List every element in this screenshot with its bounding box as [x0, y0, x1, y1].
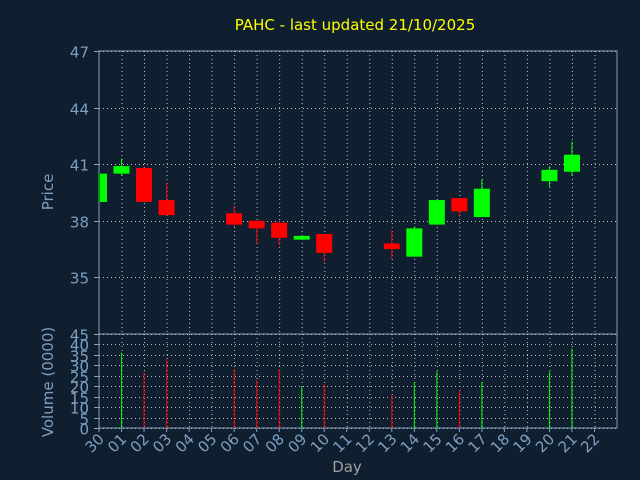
candle-body: [158, 200, 175, 216]
price-tick-label: 44: [70, 101, 89, 119]
chart-title: PAHC - last updated 21/10/2025: [235, 16, 475, 34]
candle-body: [563, 154, 580, 172]
candle-body: [113, 166, 130, 174]
volume-tick-label: 10: [70, 400, 89, 418]
x-axis-label: Day: [332, 458, 362, 476]
volume-tick-label: 0: [79, 421, 89, 439]
volume-tick-label: 35: [70, 348, 89, 366]
price-plot-frame: [98, 50, 618, 335]
candle-body: [248, 220, 265, 229]
volume-plot-frame: [98, 333, 618, 429]
volume-tick-label: 15: [70, 390, 89, 408]
volume-tick-label: 25: [70, 369, 89, 387]
volume-tick-label: 20: [70, 379, 89, 397]
price-tick-label: 38: [70, 214, 89, 232]
candle-body: [473, 188, 490, 218]
volume-axis-label: Volume (0000): [39, 327, 57, 437]
volume-tick-label: 30: [70, 358, 89, 376]
volume-tick-label: 45: [70, 327, 89, 345]
x-tick-label: 22: [577, 430, 603, 456]
price-tick-label: 47: [70, 44, 89, 62]
candle-body: [136, 167, 153, 202]
candle-body: [451, 198, 468, 212]
candle-body: [293, 235, 310, 240]
candle-body: [316, 234, 333, 253]
price-tick-label: 41: [70, 157, 89, 175]
candle-body: [383, 243, 400, 250]
candle-body: [541, 169, 558, 182]
candle-body: [406, 228, 423, 257]
candle-body: [226, 213, 243, 225]
price-tick-label: 35: [70, 270, 89, 288]
volume-tick-label: 40: [70, 337, 89, 355]
volume-tick-label: 5: [79, 411, 89, 429]
candle-body: [428, 200, 445, 225]
price-panel: 35 38 41 44 47: [70, 44, 618, 335]
price-axis-label: Price: [39, 174, 57, 211]
candle-body: [100, 173, 107, 202]
candle-body: [271, 222, 288, 238]
x-axis: 3001020304050607080910111213141516171819…: [82, 428, 603, 456]
